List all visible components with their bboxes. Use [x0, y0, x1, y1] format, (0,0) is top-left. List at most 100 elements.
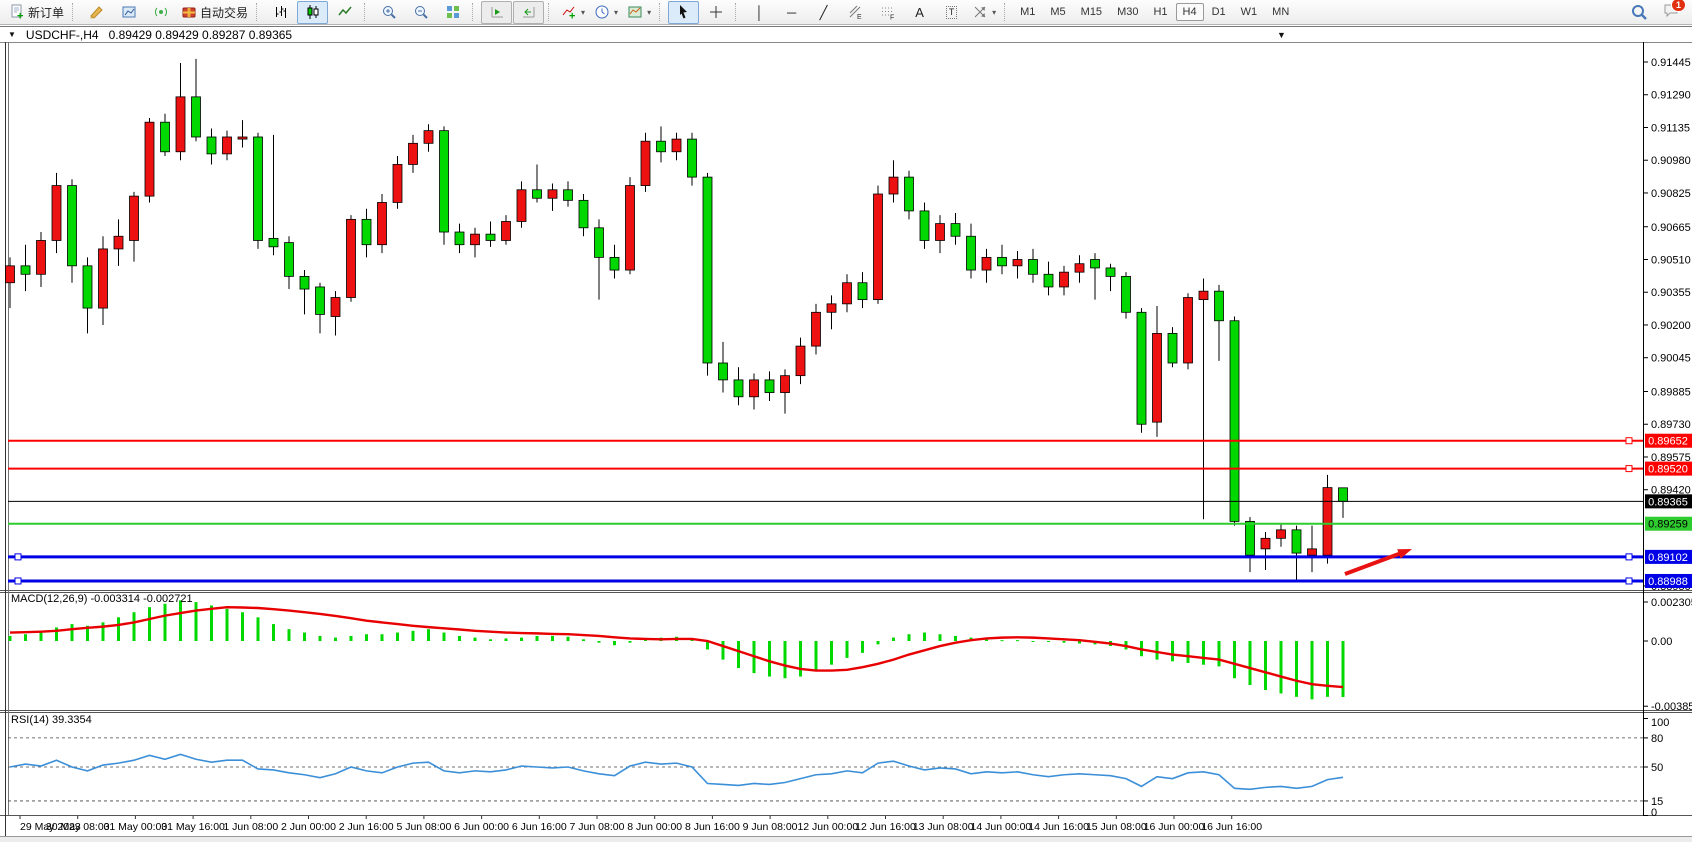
- svg-text:+: +: [569, 11, 575, 21]
- cursor-icon: [676, 4, 692, 20]
- text-button[interactable]: A: [904, 1, 935, 24]
- text-label-button[interactable]: T: [936, 1, 967, 24]
- bar-chart-icon: [273, 4, 289, 20]
- candlestick-chart-button[interactable]: [297, 0, 329, 24]
- svg-text:16 Jun 00:00: 16 Jun 00:00: [1144, 821, 1205, 833]
- line-chart-button[interactable]: [329, 1, 360, 24]
- chart-symbol-title: USDCHF-,H4: [25, 27, 99, 42]
- svg-text:0.91135: 0.91135: [1651, 122, 1690, 134]
- chart-canvas[interactable]: 0.91445 0.91290 0.91135 0.90980 0.90825 0.906…: [0, 42, 1692, 842]
- bar-chart-button[interactable]: [265, 1, 296, 24]
- fibo-channel-icon: E: [848, 4, 864, 20]
- chat-button[interactable]: 1: [1656, 0, 1687, 24]
- timeframe-m1-label: M1: [1020, 6, 1036, 18]
- timeframe-d1-label: D1: [1211, 6, 1226, 18]
- tile-windows-button[interactable]: [437, 1, 468, 24]
- timeframe-h1-label: H1: [1153, 6, 1168, 18]
- templates-icon: [627, 4, 643, 20]
- timeframe-m30-label: M30: [1117, 6, 1139, 18]
- svg-text:E: E: [857, 14, 862, 20]
- zoom-out-button[interactable]: [405, 1, 436, 24]
- svg-text:0.89575: 0.89575: [1651, 452, 1691, 464]
- crayon-icon: [89, 4, 105, 20]
- equidistant-channel-button[interactable]: E: [840, 1, 871, 24]
- signals-button[interactable]: [145, 1, 176, 24]
- timeframe-m1[interactable]: M1: [1013, 3, 1042, 21]
- svg-text:0.88988: 0.88988: [1648, 576, 1688, 588]
- data-window-button[interactable]: [113, 1, 144, 24]
- svg-text:0.89365: 0.89365: [1648, 496, 1688, 508]
- indicators-button[interactable]: + ▾: [557, 1, 589, 24]
- cursor-button[interactable]: [668, 0, 700, 24]
- trendline-button[interactable]: ╱: [808, 1, 839, 24]
- annotation-arrow[interactable]: [1344, 549, 1412, 576]
- timeframe-m5[interactable]: M5: [1043, 3, 1072, 21]
- new-order-button[interactable]: + 新订单: [5, 1, 68, 24]
- timeframe-mn-label: MN: [1272, 6, 1290, 18]
- fibo-grid-icon: F: [880, 4, 896, 20]
- chart-shift-button[interactable]: [513, 0, 545, 24]
- svg-text:0.90510: 0.90510: [1651, 254, 1691, 266]
- zoom-in-icon: [381, 4, 397, 20]
- search-button[interactable]: [1624, 1, 1655, 24]
- zoom-out-icon: [413, 4, 429, 20]
- periods-button[interactable]: ▾: [590, 1, 622, 24]
- timeframe-d1[interactable]: D1: [1205, 3, 1233, 21]
- svg-text:8 Jun 00:00: 8 Jun 00:00: [627, 821, 682, 833]
- chevron-down-icon: ▾: [647, 7, 652, 17]
- collapse-icon[interactable]: ▼: [8, 30, 16, 39]
- price-axis[interactable]: 0.91445 0.91290 0.91135 0.90980 0.90825 0.906…: [1643, 57, 1692, 593]
- shapes-button[interactable]: ▾: [968, 1, 1000, 24]
- horizontal-line-objects[interactable]: [8, 437, 1643, 585]
- svg-text:12 Jun 16:00: 12 Jun 16:00: [855, 821, 916, 833]
- svg-text:-0.003855: -0.003855: [1651, 701, 1692, 713]
- templates-button[interactable]: ▾: [623, 1, 655, 24]
- timeframe-h4-label: H4: [1182, 6, 1197, 18]
- timeframe-m5-label: M5: [1050, 6, 1066, 18]
- auto-trading-button[interactable]: 自动交易: [177, 1, 252, 24]
- chat-icon: 1: [1663, 0, 1686, 22]
- text-button-icon: A: [915, 4, 924, 20]
- svg-text:0.90200: 0.90200: [1651, 320, 1691, 332]
- svg-text:0.89885: 0.89885: [1651, 387, 1691, 399]
- main-toolbar: + 新订单 自动交易 + ▾ ▾ ▾ │ ─ ╱ E F A T ▾ M1 M5 M15 M30 H1 H4 D1 W1 MN…: [0, 0, 1692, 25]
- svg-text:0: 0: [1651, 807, 1657, 819]
- timeframe-m15[interactable]: M15: [1074, 3, 1109, 21]
- chart-title-bar: ▼ USDCHF-,H4 0.89429 0.89429 0.89287 0.8…: [0, 26, 1692, 42]
- timeframe-w1[interactable]: W1: [1234, 3, 1265, 21]
- svg-text:16 Jun 16:00: 16 Jun 16:00: [1201, 821, 1262, 833]
- svg-text:MACD(12,26,9) -0.003314 -0.002: MACD(12,26,9) -0.003314 -0.002721: [11, 593, 193, 605]
- chevron-down-icon: ▾: [614, 7, 619, 17]
- svg-text:0.90045: 0.90045: [1651, 353, 1691, 365]
- timeframe-h4[interactable]: H4: [1175, 3, 1204, 21]
- svg-text:0.002305: 0.002305: [1651, 597, 1692, 609]
- svg-text:2 Jun 00:00: 2 Jun 00:00: [281, 821, 336, 833]
- timeframe-mn[interactable]: MN: [1265, 3, 1296, 21]
- candlesticks: [5, 58, 1348, 581]
- zoom-in-button[interactable]: [373, 1, 404, 24]
- periods-icon: [594, 4, 610, 20]
- new-order-button-label: 新订单: [28, 5, 65, 20]
- auto-scroll-button[interactable]: [481, 0, 513, 24]
- svg-text:0.91290: 0.91290: [1651, 90, 1691, 102]
- autotrade-icon: [181, 4, 197, 20]
- svg-text:7 Jun 08:00: 7 Jun 08:00: [570, 821, 625, 833]
- fibonacci-button[interactable]: F: [872, 1, 903, 24]
- tile-windows-icon: [445, 4, 461, 20]
- svg-text:0.89730: 0.89730: [1651, 419, 1691, 431]
- styler-button[interactable]: [81, 1, 112, 24]
- svg-text:30 May 08:00: 30 May 08:00: [46, 821, 110, 833]
- svg-text:31 May 16:00: 31 May 16:00: [161, 821, 225, 833]
- window-menu-icon[interactable]: ▼: [1277, 30, 1286, 40]
- svg-text:80: 80: [1651, 733, 1663, 745]
- timeframe-m30[interactable]: M30: [1110, 3, 1145, 21]
- vertical-line-button[interactable]: │: [744, 1, 775, 24]
- crosshair-button[interactable]: [700, 1, 731, 24]
- search-icon: [1631, 4, 1648, 21]
- toolbar-separator: [364, 3, 369, 21]
- timeframe-h1[interactable]: H1: [1146, 3, 1174, 21]
- chart-ohlc-values: 0.89429 0.89429 0.89287 0.89365: [108, 27, 293, 42]
- horizontal-line-button[interactable]: ─: [776, 1, 807, 24]
- svg-text:0.89259: 0.89259: [1648, 519, 1688, 531]
